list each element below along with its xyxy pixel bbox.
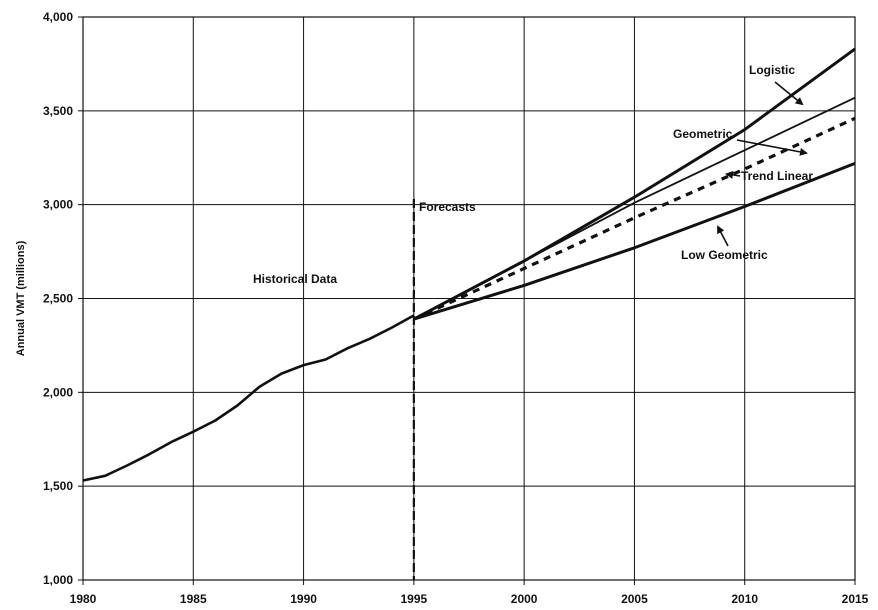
x-tick-label: 1990 [290,592,317,606]
y-tick-label: 1,000 [43,573,73,587]
y-axis-title: Annual VMT (millions) [15,240,27,356]
x-tick-label: 1980 [70,592,97,606]
series-line-low-geometric [413,162,856,321]
trend-linear-arrow [725,170,741,179]
series-line-geometric [413,96,856,320]
y-tick-label: 1,500 [43,479,73,493]
logistic-arrow [774,81,804,106]
low-geometric-arrow [717,225,729,247]
x-tick-label: 1985 [180,592,207,606]
x-tick-label: 2000 [511,592,538,606]
annotation-forecasts: Forecasts [419,200,476,214]
y-tick-label: 2,500 [43,292,73,306]
plot-frame [82,16,856,581]
x-tick-label: 2010 [731,592,758,606]
y-tick-label: 3,500 [43,104,73,118]
gridlines [78,16,856,585]
y-tick-label: 2,000 [43,385,73,399]
annotation-historical: Historical Data [253,272,337,286]
annotation-trend-linear: Trend Linear [741,169,813,183]
tick-labels: 1980 1985 1990 1995 2000 2005 2010 2015 1,000 1,5… [43,10,869,606]
annotation-logistic: Logistic [749,63,795,77]
y-tick-label: 3,000 [43,198,73,212]
annotations: Historical Data Forecasts Logistic Geometri… [253,63,813,286]
annotation-low-geometric: Low Geometric [681,248,768,262]
x-tick-label: 1995 [401,592,428,606]
y-tick-label: 4,000 [43,10,73,24]
annotation-geometric: Geometric [673,127,733,141]
geometric-arrow [736,139,808,156]
x-tick-label: 2015 [842,592,869,606]
x-tick-label: 2005 [621,592,648,606]
series-lines [82,47,856,580]
series-line-trend-linear [413,116,856,321]
series-line-historical [82,314,415,482]
